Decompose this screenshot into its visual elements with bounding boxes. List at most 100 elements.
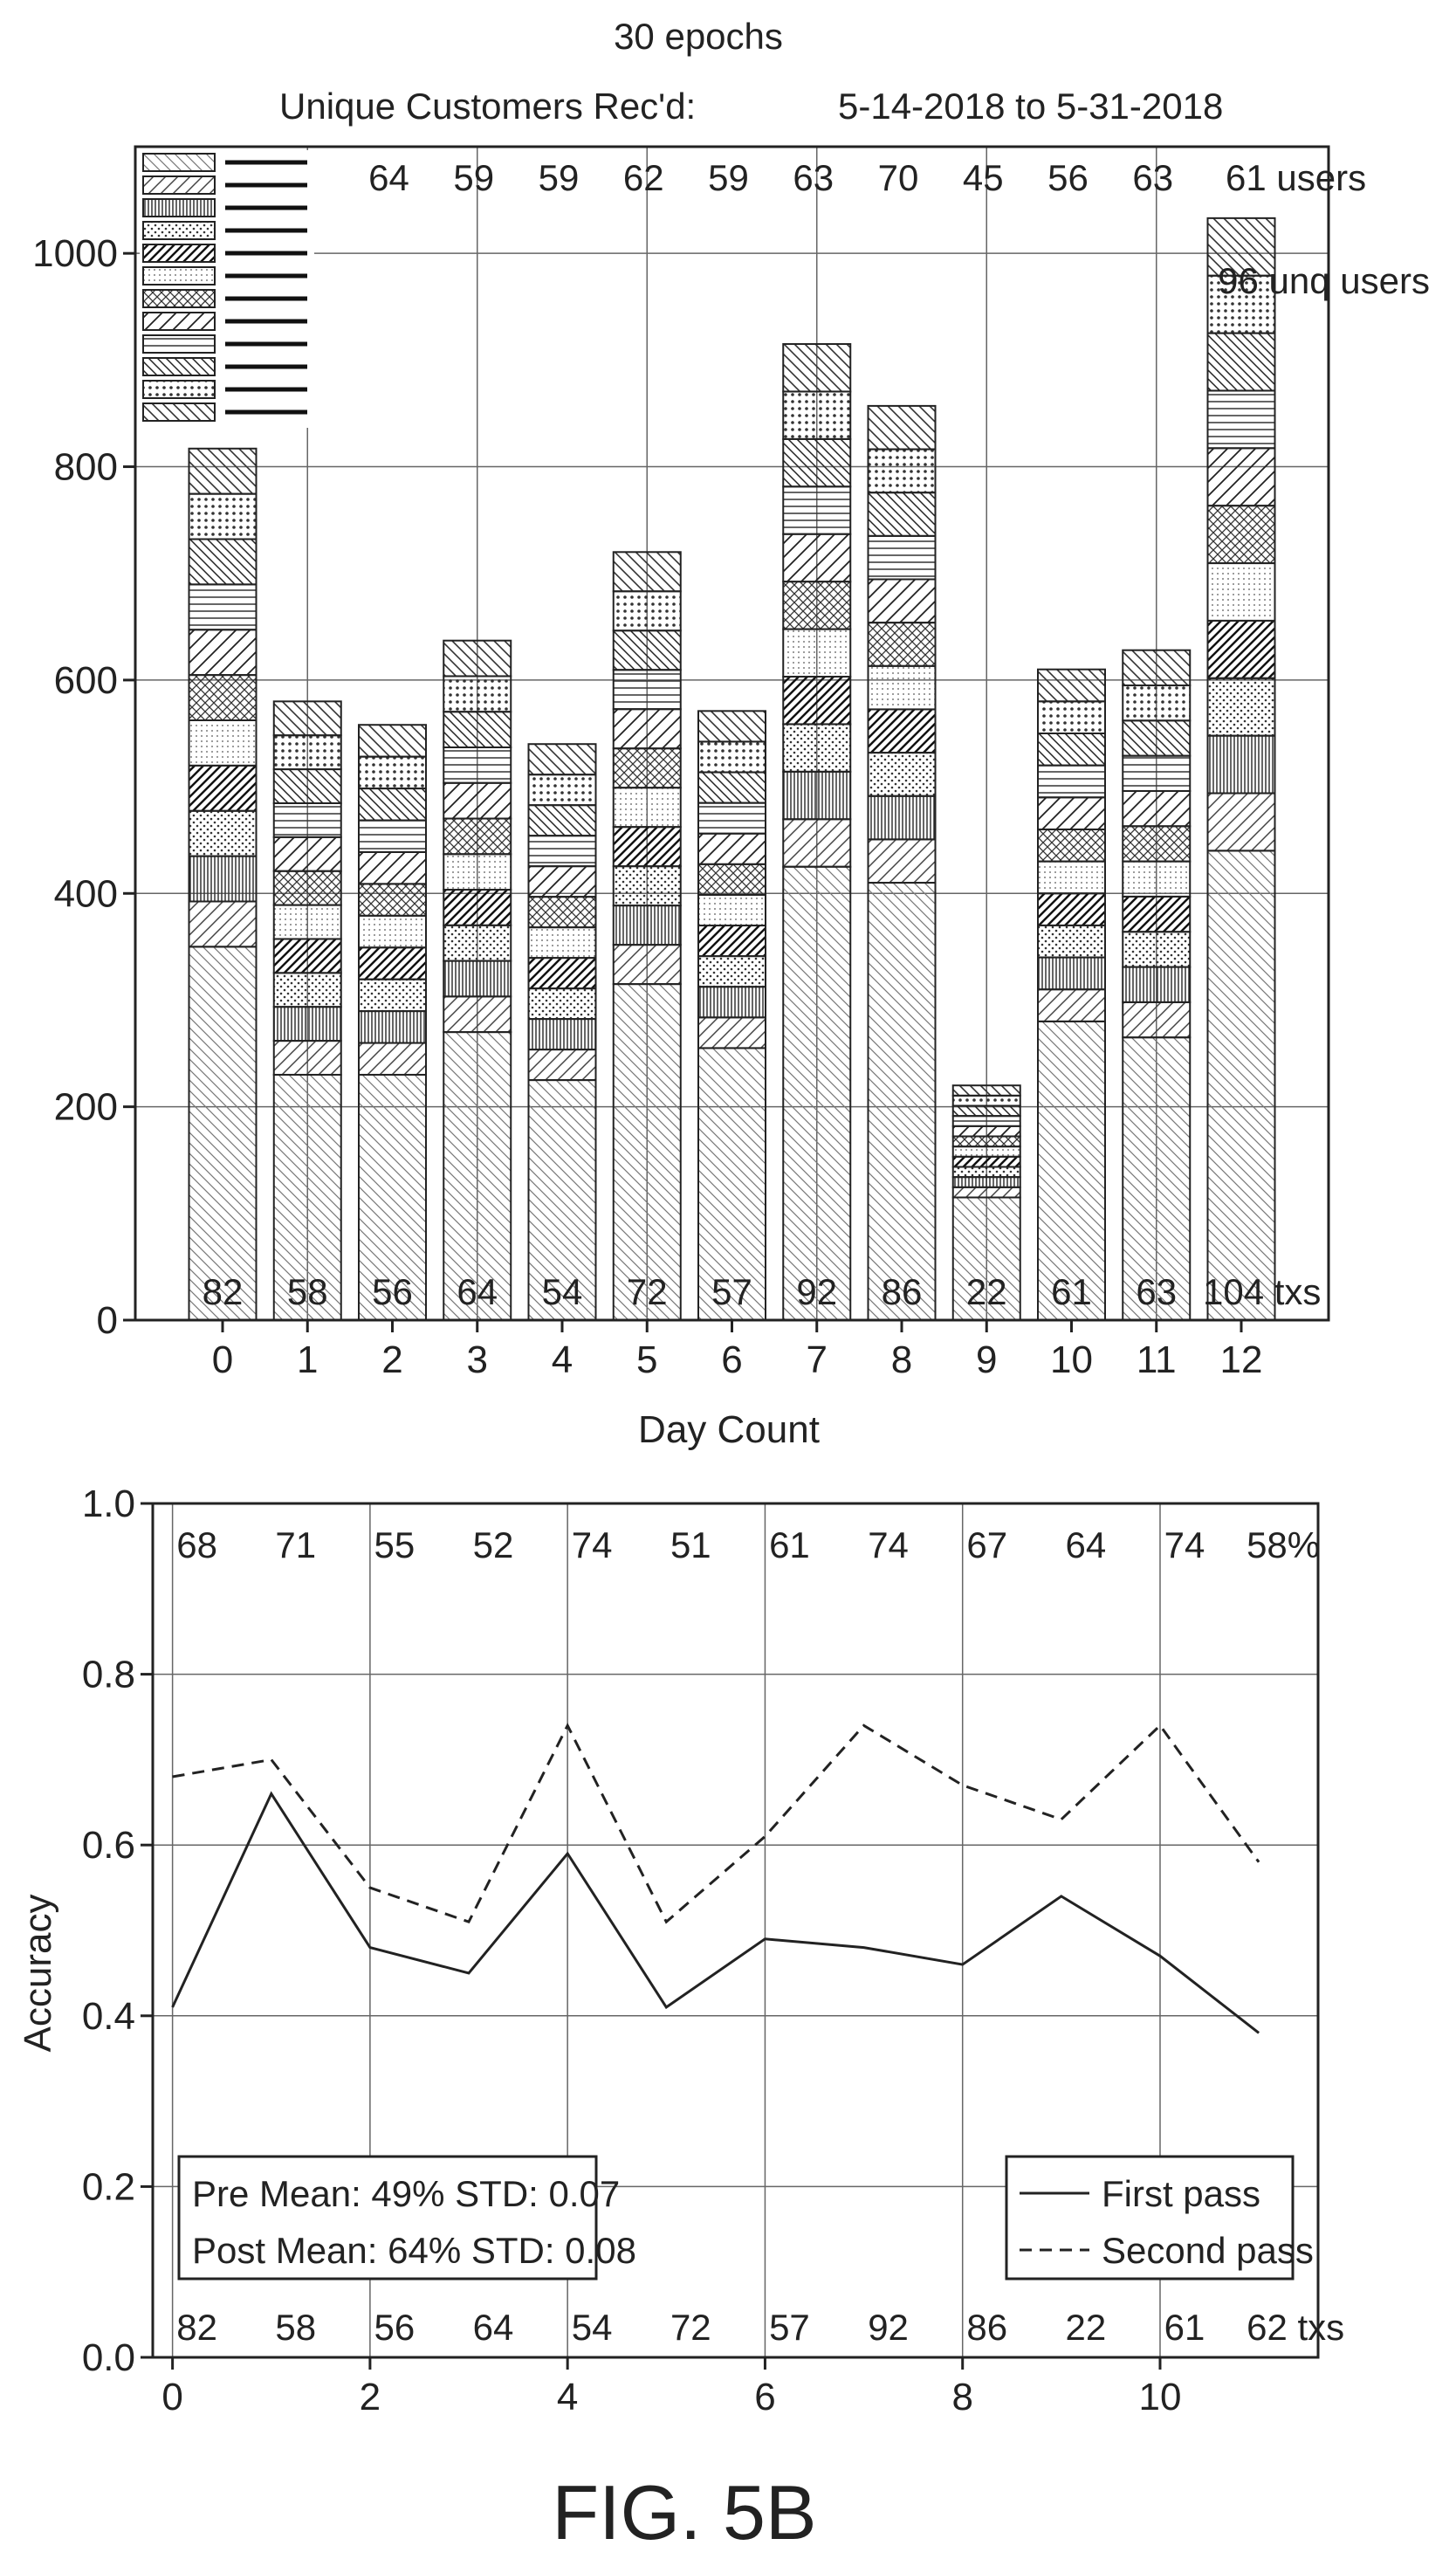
- bar-segment: [1122, 685, 1192, 722]
- users-count-label: 63: [1132, 157, 1173, 198]
- bar-segment: [1206, 850, 1276, 1321]
- bar-segment: [612, 590, 682, 632]
- x-tick-label: 1: [297, 1338, 318, 1381]
- legend-swatch: [142, 175, 216, 195]
- bar-segment: [951, 1094, 1021, 1107]
- txs-count-label: 104 txs: [1203, 1271, 1321, 1312]
- bar-segment: [951, 1155, 1021, 1168]
- legend-swatch: [142, 198, 216, 217]
- bar-segment: [951, 1135, 1021, 1148]
- bar-segment: [188, 719, 258, 767]
- y-tick-label: 0.2: [82, 2165, 135, 2208]
- bar-segment: [782, 865, 852, 1321]
- bar-segment: [1037, 988, 1106, 1022]
- bar-segment: [443, 924, 512, 962]
- txs-count-label: 57: [711, 1271, 752, 1312]
- percent-label: 55: [374, 1524, 416, 1565]
- bar-segment: [188, 538, 258, 586]
- bar-segment: [1122, 825, 1192, 863]
- x-tick-label: 2: [381, 1338, 402, 1381]
- percent-row: 68 71 55 52 74 51 61 74 67 64 74 58%: [176, 1524, 1320, 1565]
- bar-day-8: [867, 404, 937, 1322]
- bar-segment: [697, 1016, 766, 1049]
- bar-segment: [527, 926, 597, 960]
- bar-day-4: [527, 743, 597, 1322]
- bar-segment: [358, 788, 427, 822]
- bar-day-12: [1206, 217, 1276, 1321]
- bar-segment: [697, 863, 766, 896]
- x-tick-label: 8: [891, 1338, 912, 1381]
- txs-count-label: 82: [203, 1271, 244, 1312]
- bar-segment: [272, 1040, 342, 1076]
- bar-segment: [697, 832, 766, 865]
- bar-segment: [867, 708, 937, 754]
- legend-label-first-pass: First pass: [1102, 2173, 1260, 2214]
- legend-swatch: [142, 221, 216, 240]
- x-tick-label: 2: [360, 2376, 381, 2418]
- bar-segment: [527, 774, 597, 807]
- bar-segment: [951, 1166, 1021, 1179]
- bar-segment: [1206, 677, 1276, 737]
- bar-day-9: [951, 1084, 1021, 1322]
- txs-label: 82: [176, 2307, 217, 2348]
- bar-segment: [358, 1042, 427, 1076]
- users-count-label: 62: [623, 157, 664, 198]
- bar-day-6: [697, 710, 766, 1322]
- bar-segment: [1122, 649, 1192, 687]
- percent-label: 67: [966, 1524, 1007, 1565]
- bar-day-3: [443, 639, 512, 1322]
- bar-segment: [1037, 1020, 1106, 1321]
- bar-day-10: [1037, 668, 1106, 1321]
- bar-segment: [358, 978, 427, 1013]
- bar-segment: [443, 639, 512, 678]
- bar-segment: [867, 664, 937, 711]
- bar-segment: [527, 1079, 597, 1322]
- bar-segment: [697, 893, 766, 927]
- users-count-label: 45: [963, 157, 1004, 198]
- bar-segment: [527, 835, 597, 868]
- bar-segment: [1122, 895, 1192, 933]
- percent-label: 52: [473, 1524, 514, 1565]
- txs-count-label: 72: [627, 1271, 668, 1312]
- percent-label: 74: [868, 1524, 909, 1565]
- bar-segment: [527, 987, 597, 1021]
- legend-swatch: [142, 266, 216, 286]
- bar-segment: [782, 676, 852, 726]
- legend-swatch: [142, 312, 216, 331]
- bar-segment: [1122, 754, 1192, 792]
- bar-segment: [527, 804, 597, 837]
- bar-segment: [1037, 733, 1106, 767]
- bar-segment: [443, 711, 512, 748]
- series-first-pass-line: [171, 1791, 1260, 2034]
- bar-segment: [612, 747, 682, 789]
- bar-segment: [272, 836, 342, 872]
- y-tick-label: 0.4: [82, 1995, 135, 2038]
- txs-count-label: 64: [457, 1271, 498, 1312]
- bar-segment: [782, 818, 852, 868]
- x-tick-label: 10: [1139, 2376, 1182, 2418]
- x-tick-label: 10: [1050, 1338, 1093, 1381]
- percent-label: 68: [176, 1524, 217, 1565]
- y-tick-label: 600: [54, 659, 118, 702]
- users-count-label: 56: [1047, 157, 1089, 198]
- bar-segment: [188, 855, 258, 903]
- bar-segment: [188, 674, 258, 722]
- bar-segment: [358, 819, 427, 853]
- bar-segment: [612, 944, 682, 986]
- bar-segment: [612, 708, 682, 750]
- percent-label: 71: [275, 1524, 316, 1565]
- y-tick-label: 0: [97, 1299, 118, 1342]
- txs-count-label: 92: [796, 1271, 837, 1312]
- percent-label: 74: [572, 1524, 613, 1565]
- bar-day-1: [272, 700, 342, 1321]
- bar-segment: [1037, 828, 1106, 863]
- accuracy-line-chart: 0.00.20.40.60.81.0 0 2 4 6 8 10 68 71 55 52 74 51 6…: [17, 1483, 1344, 2418]
- bar-segment: [272, 801, 342, 838]
- legend-swatch: [142, 289, 216, 308]
- bar-segment: [272, 768, 342, 804]
- x-tick-label: 0: [161, 2376, 182, 2418]
- txs-label: 57: [769, 2307, 810, 2348]
- legend-swatch: [142, 244, 216, 263]
- bar-segment: [951, 1125, 1021, 1138]
- bar-segment: [272, 1073, 342, 1321]
